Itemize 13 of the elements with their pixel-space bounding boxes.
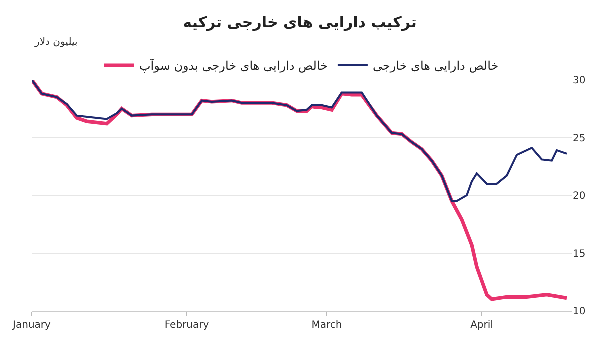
x-tick-label: March <box>312 320 342 331</box>
y-tick-label: 30 <box>573 76 586 86</box>
x-tick-label: April <box>470 320 494 331</box>
x-tick-label: February <box>164 320 210 331</box>
y-tick-label: 25 <box>573 133 586 144</box>
y-axis-title: بیلیون دلار <box>34 37 78 48</box>
chart-title: ترکیب دارایی های خارجی ترکیه <box>183 14 417 32</box>
y-tick-label: 15 <box>573 248 586 260</box>
legend-label: خالص دارایی های خارجی بدون سوآپ <box>140 58 328 74</box>
x-tick-label: January <box>12 320 52 331</box>
legend-label: خالص دارایی های خارجی <box>372 59 499 74</box>
y-tick-label: 20 <box>573 191 586 202</box>
y-tick-label: 10 <box>573 306 586 318</box>
